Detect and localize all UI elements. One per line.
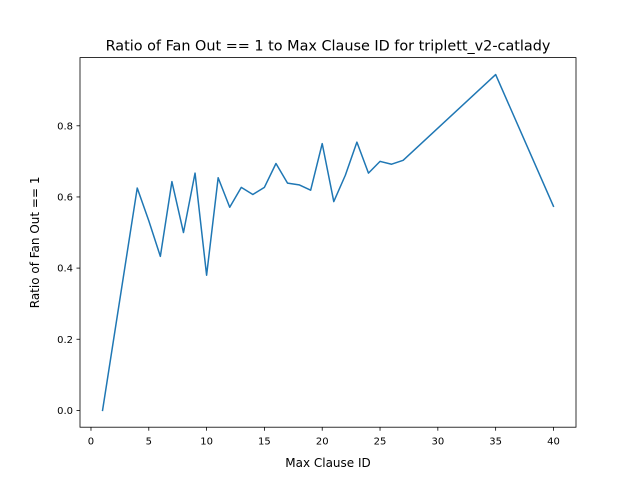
series-line	[101, 73, 555, 412]
y-axis-label: Ratio of Fan Out == 1	[28, 177, 42, 309]
y-tick-label: 0.0	[57, 406, 73, 417]
x-tick-label: 15	[258, 437, 271, 448]
plot-frame	[79, 57, 577, 428]
x-tick-label: 25	[374, 437, 387, 448]
plot-layer: 0 5 10 15 20 25 30 35 40 0.0 0.2 0.4 0.6 0.8	[57, 73, 560, 448]
x-tick-label: 35	[489, 437, 502, 448]
y-tick-label: 0.4	[57, 264, 73, 275]
x-tick-label: 30	[431, 437, 444, 448]
x-tick-label: 40	[547, 437, 560, 448]
x-tick-label: 0	[88, 437, 94, 448]
x-tick-label: 20	[316, 437, 329, 448]
y-tick-label: 0.6	[57, 193, 73, 204]
chart-title: Ratio of Fan Out == 1 to Max Clause ID f…	[106, 39, 551, 55]
x-tick-label: 5	[146, 437, 152, 448]
x-axis-label: Max Clause ID	[285, 456, 371, 470]
y-tick-label: 0.8	[57, 121, 73, 132]
x-tick-label: 10	[200, 437, 213, 448]
y-tick-label: 0.2	[57, 335, 73, 346]
